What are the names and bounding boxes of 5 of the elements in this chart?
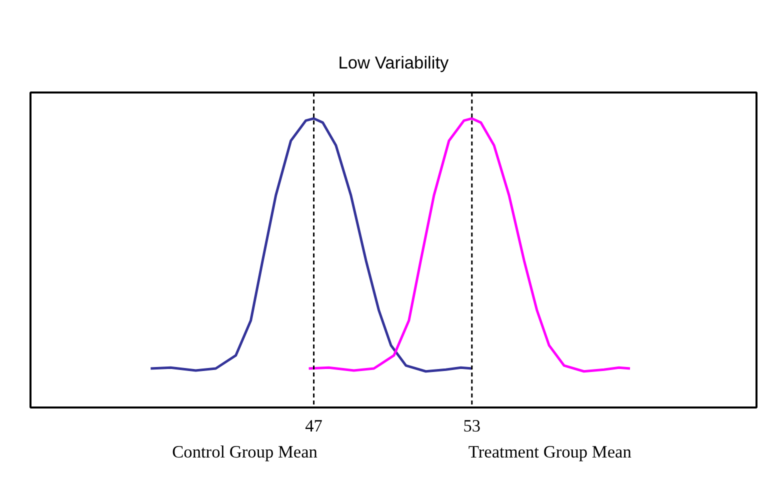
ref-line-label: Control Group Mean (172, 442, 318, 462)
chart-title: Low Variability (338, 52, 450, 72)
ref-line-label: Treatment Group Mean (468, 442, 632, 462)
x-tick-label: 47 (305, 416, 323, 436)
x-tick-label: 53 (463, 416, 481, 436)
